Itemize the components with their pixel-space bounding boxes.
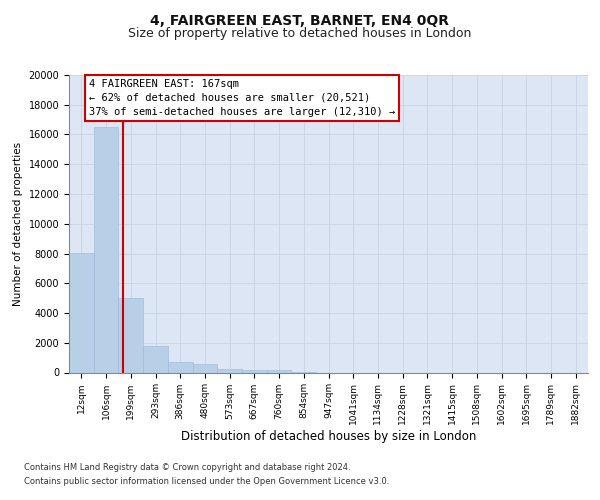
Bar — [69, 253, 94, 372]
Bar — [217, 369, 242, 372]
Bar — [118, 298, 143, 372]
Text: Contains HM Land Registry data © Crown copyright and database right 2024.: Contains HM Land Registry data © Crown c… — [24, 464, 350, 472]
Text: 4 FAIRGREEN EAST: 167sqm
← 62% of detached houses are smaller (20,521)
37% of se: 4 FAIRGREEN EAST: 167sqm ← 62% of detach… — [89, 78, 395, 116]
Bar — [94, 127, 118, 372]
Bar — [242, 370, 267, 372]
Text: Size of property relative to detached houses in London: Size of property relative to detached ho… — [128, 28, 472, 40]
Bar — [168, 362, 193, 372]
Y-axis label: Number of detached properties: Number of detached properties — [13, 142, 23, 306]
Bar — [193, 364, 217, 372]
Text: 4, FAIRGREEN EAST, BARNET, EN4 0QR: 4, FAIRGREEN EAST, BARNET, EN4 0QR — [151, 14, 449, 28]
X-axis label: Distribution of detached houses by size in London: Distribution of detached houses by size … — [181, 430, 476, 443]
Text: Contains public sector information licensed under the Open Government Licence v3: Contains public sector information licen… — [24, 477, 389, 486]
Bar — [143, 346, 168, 372]
Bar — [267, 370, 292, 372]
